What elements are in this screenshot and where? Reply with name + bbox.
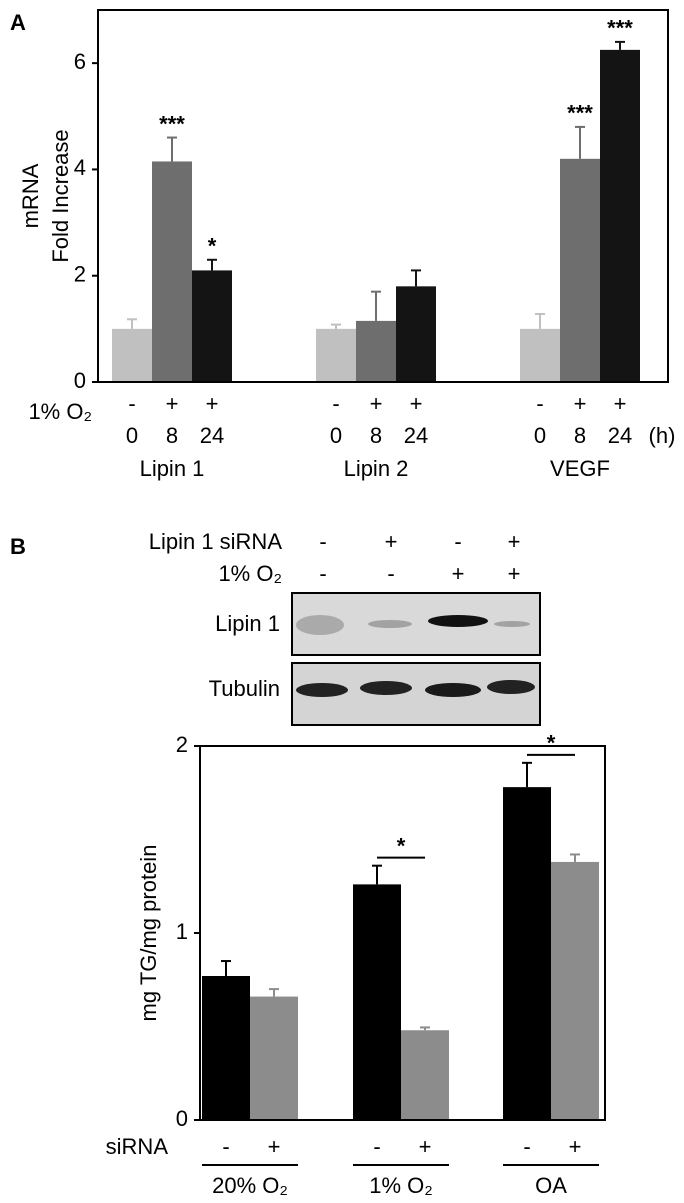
condition-sign: + <box>370 391 383 416</box>
series-label: + <box>268 1134 281 1159</box>
bar <box>316 328 356 382</box>
blot-band-label: Lipin 1 <box>215 611 280 636</box>
significance-label: * <box>397 833 406 858</box>
series-label: - <box>222 1134 229 1159</box>
category-label: 20% O₂ <box>212 1173 288 1198</box>
condition-sign: + <box>206 391 219 416</box>
y-axis-label: mRNA <box>18 163 43 228</box>
bar <box>560 158 600 382</box>
significance-label: *** <box>159 111 185 136</box>
series-label: + <box>419 1134 432 1159</box>
y-tick-label: 6 <box>74 49 86 74</box>
blot-sign: - <box>319 529 326 554</box>
series-label: - <box>523 1134 530 1159</box>
condition-sign: - <box>332 391 339 416</box>
condition-sign: + <box>574 391 587 416</box>
blot-sign: + <box>385 529 398 554</box>
row-label: siRNA <box>106 1134 169 1159</box>
significance-label: *** <box>567 101 593 126</box>
y-tick-label: 1 <box>176 919 188 944</box>
bar <box>396 286 436 382</box>
series-label: - <box>373 1134 380 1159</box>
significance-label: * <box>547 731 556 756</box>
series-label: 0 <box>126 423 138 448</box>
condition-sign: - <box>536 391 543 416</box>
condition-sign: - <box>128 391 135 416</box>
series-label: + <box>569 1134 582 1159</box>
category-label: OA <box>535 1173 567 1198</box>
bar <box>551 861 599 1120</box>
category-label: Lipin 2 <box>344 456 409 481</box>
plot-frame <box>199 745 606 1121</box>
blot-sign: + <box>508 561 521 586</box>
series-label: 8 <box>166 423 178 448</box>
bar <box>401 1030 449 1120</box>
condition-sign: + <box>166 391 179 416</box>
bar <box>503 787 551 1120</box>
bar <box>192 270 232 382</box>
category-label: Lipin 1 <box>140 456 205 481</box>
series-label: 24 <box>608 423 632 448</box>
blot-image <box>291 592 541 726</box>
condition-sign: + <box>410 391 423 416</box>
series-label: 0 <box>330 423 342 448</box>
bar <box>202 976 250 1120</box>
series-label: 24 <box>200 423 224 448</box>
y-tick-label: 4 <box>74 155 86 180</box>
blot-band-label: Tubulin <box>209 676 280 701</box>
category-label: VEGF <box>550 456 610 481</box>
series-label: 0 <box>534 423 546 448</box>
series-label: 24 <box>404 423 428 448</box>
series-label: 8 <box>370 423 382 448</box>
bar <box>112 328 152 382</box>
blot-row-label: Lipin 1 siRNA <box>149 529 283 554</box>
panel-label: A <box>10 10 26 35</box>
y-tick-label: 0 <box>176 1106 188 1131</box>
bar <box>600 49 640 382</box>
plot-frame <box>97 9 669 383</box>
unit-label: (h) <box>649 423 676 448</box>
bar <box>353 884 401 1120</box>
blot-sign: + <box>452 561 465 586</box>
series-label: 8 <box>574 423 586 448</box>
blot-sign: - <box>387 561 394 586</box>
category-label: 1% O₂ <box>369 1173 433 1198</box>
condition-sign: + <box>614 391 627 416</box>
significance-label: *** <box>607 16 633 41</box>
bar <box>520 328 560 382</box>
y-tick-label: 2 <box>74 262 86 287</box>
row-label: 1% O₂ <box>28 399 92 424</box>
blot-sign: - <box>319 561 326 586</box>
significance-label: * <box>208 234 217 259</box>
y-tick-label: 2 <box>176 732 188 757</box>
blot-sign: - <box>454 529 461 554</box>
panel-label: B <box>10 534 26 559</box>
y-axis-label: mg TG/mg protein <box>136 845 161 1022</box>
blot-sign: + <box>508 529 521 554</box>
y-axis-label: Fold Increase <box>48 129 73 262</box>
bar <box>250 996 298 1120</box>
bar <box>152 161 192 382</box>
y-tick-label: 0 <box>74 368 86 393</box>
blot-row-label: 1% O₂ <box>218 561 282 586</box>
bar <box>356 320 396 382</box>
